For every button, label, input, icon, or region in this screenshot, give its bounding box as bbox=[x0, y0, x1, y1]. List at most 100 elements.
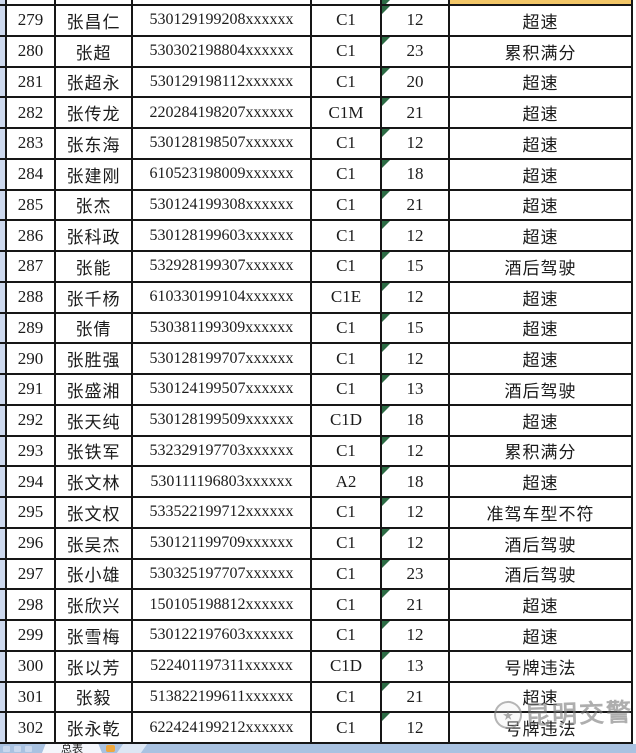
name-cell[interactable]: 张超 bbox=[56, 36, 133, 68]
points-cell[interactable]: 12 bbox=[382, 129, 450, 160]
points-cell[interactable]: 23 bbox=[382, 36, 450, 68]
name-cell[interactable]: 张毅 bbox=[56, 682, 133, 714]
name-cell[interactable]: 张建刚 bbox=[56, 159, 133, 191]
violation-cell[interactable]: 号牌违法 bbox=[450, 651, 633, 683]
row-number-cell[interactable]: 296 bbox=[7, 528, 56, 560]
points-cell[interactable]: 15 bbox=[382, 252, 450, 283]
violation-cell[interactable]: 号牌违法 bbox=[450, 713, 633, 744]
sheet-tab[interactable]: 总表 bbox=[42, 744, 102, 753]
name-cell[interactable]: 张小雄 bbox=[56, 559, 133, 591]
violation-cell[interactable]: 酒后驾驶 bbox=[450, 375, 633, 406]
id-number-cell[interactable]: 220284198207xxxxxx bbox=[133, 98, 312, 129]
license-class-cell[interactable]: C1 bbox=[312, 528, 382, 560]
violation-cell[interactable]: 超速 bbox=[450, 159, 633, 191]
id-number-cell[interactable] bbox=[133, 0, 312, 6]
license-class-cell[interactable]: C1D bbox=[312, 405, 382, 437]
points-cell[interactable]: 13 bbox=[382, 651, 450, 683]
id-number-cell[interactable]: 530129199208xxxxxx bbox=[133, 6, 312, 37]
license-class-cell[interactable]: C1D bbox=[312, 651, 382, 683]
row-number-cell[interactable]: 298 bbox=[7, 590, 56, 621]
row-number-cell[interactable]: 283 bbox=[7, 129, 56, 160]
id-number-cell[interactable]: 610330199104xxxxxx bbox=[133, 282, 312, 314]
id-number-cell[interactable]: 530128199509xxxxxx bbox=[133, 405, 312, 437]
row-number-cell[interactable] bbox=[7, 0, 56, 6]
license-class-cell[interactable]: C1 bbox=[312, 221, 382, 252]
violation-cell[interactable]: 酒后驾驶 bbox=[450, 528, 633, 560]
license-class-cell[interactable]: C1E bbox=[312, 282, 382, 314]
points-cell[interactable]: 12 bbox=[382, 344, 450, 375]
points-cell[interactable]: 12 bbox=[382, 498, 450, 529]
name-cell[interactable]: 张倩 bbox=[56, 313, 133, 345]
row-number-cell[interactable]: 297 bbox=[7, 559, 56, 591]
violation-cell[interactable]: 超速 bbox=[450, 282, 633, 314]
violation-cell[interactable]: 累积满分 bbox=[450, 36, 633, 68]
points-cell[interactable]: 13 bbox=[382, 375, 450, 406]
points-cell[interactable]: 12 bbox=[382, 713, 450, 744]
name-cell[interactable]: 张昌仁 bbox=[56, 6, 133, 37]
tab-navigation-buttons[interactable] bbox=[3, 746, 32, 752]
violation-cell[interactable]: 超速 bbox=[450, 67, 633, 99]
license-class-cell[interactable]: C1 bbox=[312, 375, 382, 406]
violation-cell[interactable]: 超速 bbox=[450, 190, 633, 222]
violation-cell[interactable]: 超速 bbox=[450, 221, 633, 252]
highlighted-violation-cell[interactable] bbox=[450, 0, 633, 6]
violation-cell[interactable]: 超速 bbox=[450, 129, 633, 160]
license-class-cell[interactable] bbox=[312, 0, 382, 6]
row-number-cell[interactable]: 289 bbox=[7, 313, 56, 345]
points-cell[interactable]: 12 bbox=[382, 221, 450, 252]
row-number-cell[interactable]: 301 bbox=[7, 682, 56, 714]
license-class-cell[interactable]: C1 bbox=[312, 252, 382, 283]
row-number-cell[interactable]: 288 bbox=[7, 282, 56, 314]
id-number-cell[interactable]: 530381199309xxxxxx bbox=[133, 313, 312, 345]
row-number-cell[interactable]: 292 bbox=[7, 405, 56, 437]
license-class-cell[interactable]: C1 bbox=[312, 190, 382, 222]
name-cell[interactable]: 张欣兴 bbox=[56, 590, 133, 621]
license-class-cell[interactable]: C1 bbox=[312, 498, 382, 529]
violation-cell[interactable]: 超速 bbox=[450, 621, 633, 652]
license-class-cell[interactable]: C1 bbox=[312, 313, 382, 345]
points-cell[interactable]: 12 bbox=[382, 436, 450, 468]
violation-cell[interactable]: 超速 bbox=[450, 98, 633, 129]
row-number-cell[interactable]: 284 bbox=[7, 159, 56, 191]
license-class-cell[interactable]: C1M bbox=[312, 98, 382, 129]
license-class-cell[interactable]: C1 bbox=[312, 436, 382, 468]
name-cell[interactable]: 张文林 bbox=[56, 467, 133, 498]
id-number-cell[interactable]: 530128199707xxxxxx bbox=[133, 344, 312, 375]
points-cell[interactable]: 21 bbox=[382, 590, 450, 621]
id-number-cell[interactable]: 532928199307xxxxxx bbox=[133, 252, 312, 283]
name-cell[interactable]: 张东海 bbox=[56, 129, 133, 160]
id-number-cell[interactable]: 530302198804xxxxxx bbox=[133, 36, 312, 68]
row-number-cell[interactable]: 290 bbox=[7, 344, 56, 375]
name-cell[interactable]: 张雪梅 bbox=[56, 621, 133, 652]
row-number-cell[interactable]: 279 bbox=[7, 6, 56, 37]
name-cell[interactable]: 张吴杰 bbox=[56, 528, 133, 560]
id-number-cell[interactable]: 530122197603xxxxxx bbox=[133, 621, 312, 652]
id-number-cell[interactable]: 530128198507xxxxxx bbox=[133, 129, 312, 160]
id-number-cell[interactable]: 530124199308xxxxxx bbox=[133, 190, 312, 222]
license-class-cell[interactable]: C1 bbox=[312, 6, 382, 37]
license-class-cell[interactable]: C1 bbox=[312, 36, 382, 68]
points-cell[interactable]: 15 bbox=[382, 313, 450, 345]
id-number-cell[interactable]: 530121199709xxxxxx bbox=[133, 528, 312, 560]
license-class-cell[interactable]: C1 bbox=[312, 682, 382, 714]
points-cell[interactable] bbox=[382, 0, 450, 6]
violation-cell[interactable]: 超速 bbox=[450, 405, 633, 437]
id-number-cell[interactable]: 530111196803xxxxxx bbox=[133, 467, 312, 498]
row-number-cell[interactable]: 299 bbox=[7, 621, 56, 652]
name-cell[interactable]: 张科政 bbox=[56, 221, 133, 252]
points-cell[interactable]: 12 bbox=[382, 621, 450, 652]
row-number-cell[interactable]: 286 bbox=[7, 221, 56, 252]
points-cell[interactable]: 18 bbox=[382, 159, 450, 191]
license-class-cell[interactable]: C1 bbox=[312, 621, 382, 652]
id-number-cell[interactable]: 610523198009xxxxxx bbox=[133, 159, 312, 191]
violation-cell[interactable]: 超速 bbox=[450, 313, 633, 345]
row-number-cell[interactable]: 291 bbox=[7, 375, 56, 406]
name-cell[interactable]: 张永乾 bbox=[56, 713, 133, 744]
row-number-cell[interactable]: 280 bbox=[7, 36, 56, 68]
id-number-cell[interactable]: 532329197703xxxxxx bbox=[133, 436, 312, 468]
row-number-cell[interactable]: 285 bbox=[7, 190, 56, 222]
row-number-cell[interactable]: 300 bbox=[7, 651, 56, 683]
name-cell[interactable]: 张以芳 bbox=[56, 651, 133, 683]
points-cell[interactable]: 12 bbox=[382, 6, 450, 37]
name-cell[interactable] bbox=[56, 0, 133, 6]
